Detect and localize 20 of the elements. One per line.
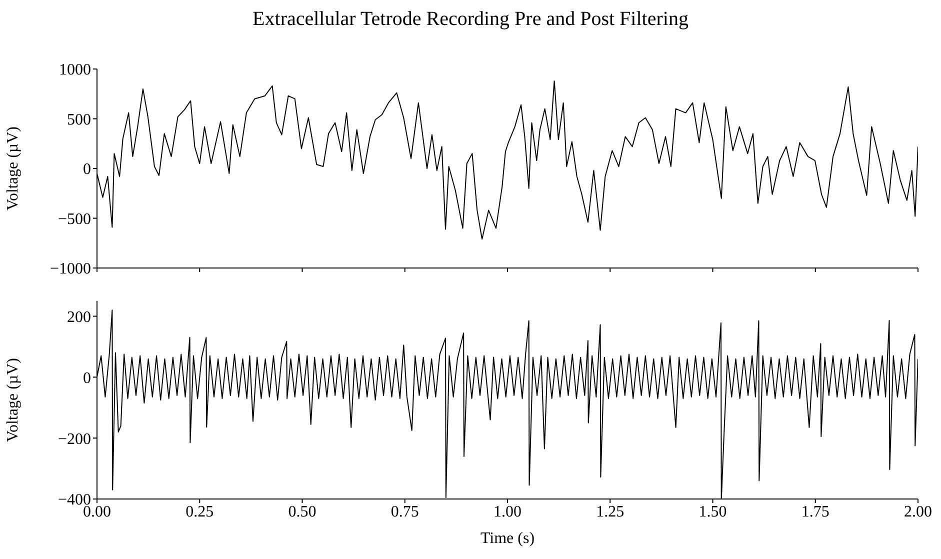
- y-tick-label: −500: [58, 210, 91, 228]
- y-axis-title: Voltage (µV): [4, 126, 22, 211]
- x-tick-label: 1.00: [494, 503, 522, 520]
- x-tick-label: 1.50: [698, 503, 727, 520]
- x-tick-label: 1.25: [596, 503, 624, 520]
- y-tick-label: 200: [67, 308, 91, 326]
- x-tick-label: 0.25: [186, 503, 214, 520]
- x-tick-label: 0.50: [288, 503, 316, 520]
- y-tick-label: 0: [83, 161, 91, 178]
- y-tick-label: −200: [58, 430, 91, 448]
- x-axis-title: Time (s): [480, 530, 535, 547]
- x-tick-label: 0.75: [390, 503, 419, 520]
- chart-title: Extracellular Tetrode Recording Pre and Post Filtering: [252, 8, 690, 31]
- y-tick-label: −1000: [50, 260, 91, 278]
- x-tick-label: 2.00: [904, 503, 932, 520]
- y-tick-label: 1000: [59, 62, 91, 79]
- y-tick-label: 0: [83, 370, 91, 387]
- y-axis-title: Voltage (µV): [4, 358, 22, 442]
- y-tick-label: 500: [67, 111, 91, 128]
- x-tick-label: 1.75: [801, 503, 830, 520]
